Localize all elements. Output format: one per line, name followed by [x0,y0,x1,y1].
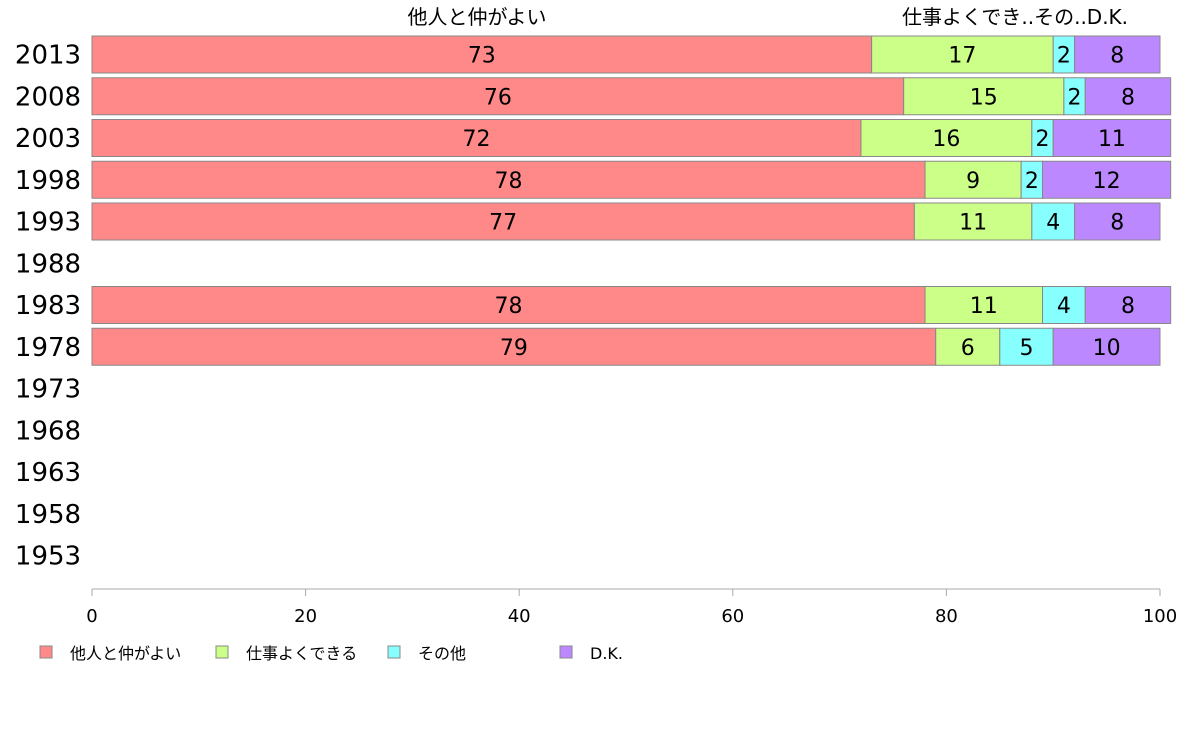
bar-segment [1084,286,1172,324]
data-label: 8 [1110,211,1124,236]
legend-label: D.K. [590,644,623,663]
data-label: 8 [1121,85,1135,110]
data-label: 5 [1020,336,1034,361]
legend-label: 他人と仲がよい [70,644,181,663]
bar-segment [1074,202,1161,241]
y-tick-label: 2003 [15,124,81,154]
y-axis-labels: 2013 2008 2003 1998 1993 1988 1983 1978 1973 1968… [15,41,81,572]
y-tick-label: 1968 [15,416,81,446]
legend-label: 仕事よくできる [246,644,357,663]
y-tick-label: 1963 [15,458,81,488]
y-tick-label: 1953 [15,542,81,572]
bar-segment [935,327,1001,366]
data-label: 12 [1093,169,1121,194]
y-tick-label: 1988 [15,249,81,279]
data-label: 2 [1068,85,1082,110]
data-label: 4 [1046,211,1060,236]
bar-segment [1052,119,1172,157]
bar-segment [871,35,1054,74]
data-label: 4 [1057,294,1071,319]
bar-segment [924,286,1044,324]
bar-segment [860,119,1033,157]
y-tick-label: 1978 [15,333,81,363]
bar-segment [91,160,926,199]
data-label: 17 [948,44,976,69]
bar-segment [1042,160,1172,199]
bar-segment [91,202,915,241]
x-tick-label: 0 [86,606,97,627]
data-label: 11 [959,211,987,236]
data-label: 72 [462,127,490,152]
data-label: 11 [1098,127,1126,152]
bar-segment [91,286,926,324]
top-labels: 他人と仲がよい 仕事よくでき..その..D.K. [408,5,1129,29]
bar-segment [1031,202,1076,241]
bar-segment [1052,327,1161,366]
y-tick-label: 1958 [15,500,81,530]
data-label: 8 [1110,44,1124,69]
legend-swatch [387,645,401,659]
bar-segment [913,202,1033,241]
y-tick-label: 1983 [15,291,81,321]
data-label: 11 [970,294,998,319]
x-tick-label: 40 [508,606,531,627]
data-label: 73 [468,44,496,69]
data-label: 2 [1057,44,1071,69]
data-label: 79 [500,336,528,361]
legend-swatch [559,645,573,659]
data-label: 8 [1121,294,1135,319]
data-label: 10 [1093,336,1121,361]
bar-segment [1084,77,1172,116]
x-tick-label: 80 [935,606,958,627]
top-label-other: 仕事よくでき..その..D.K. [902,5,1128,29]
data-label: 6 [961,336,975,361]
data-label: 2 [1036,127,1050,152]
legend: 他人と仲がよい 仕事よくできる その他 D.K. [39,644,623,663]
x-tick-label: 60 [721,606,744,627]
bar-segment [903,77,1065,116]
legend-swatch [39,645,53,659]
x-tick-label: 100 [1143,606,1177,627]
bar-segment [1074,35,1161,74]
data-label: 76 [484,85,512,110]
x-tick-label: 20 [294,606,317,627]
x-axis: 0 20 40 60 80 100 [86,588,1177,627]
y-tick-label: 2013 [15,41,81,71]
bar-segment [91,327,937,366]
y-tick-label: 1993 [15,208,81,238]
legend-label: その他 [418,644,466,663]
top-label-main: 他人と仲がよい [408,5,547,29]
y-tick-label: 1998 [15,166,81,196]
data-label: 78 [495,169,523,194]
bar-segment [91,35,873,74]
data-label: 16 [932,127,960,152]
legend-swatch [215,645,229,659]
data-label: 2 [1025,169,1039,194]
data-label: 78 [495,294,523,319]
data-label: 77 [489,211,517,236]
y-tick-label: 2008 [15,82,81,112]
y-tick-label: 1973 [15,375,81,405]
data-label: 15 [970,85,998,110]
bar-segment [91,77,905,116]
data-label: 9 [966,169,980,194]
bar-segment [91,119,862,157]
bar-segment [924,160,1022,199]
bars: 73 17 2 8 76 15 2 8 72 16 2 11 78 9 2 12 77 11 4 8 78 11 4 8 79 6… [91,35,1172,366]
